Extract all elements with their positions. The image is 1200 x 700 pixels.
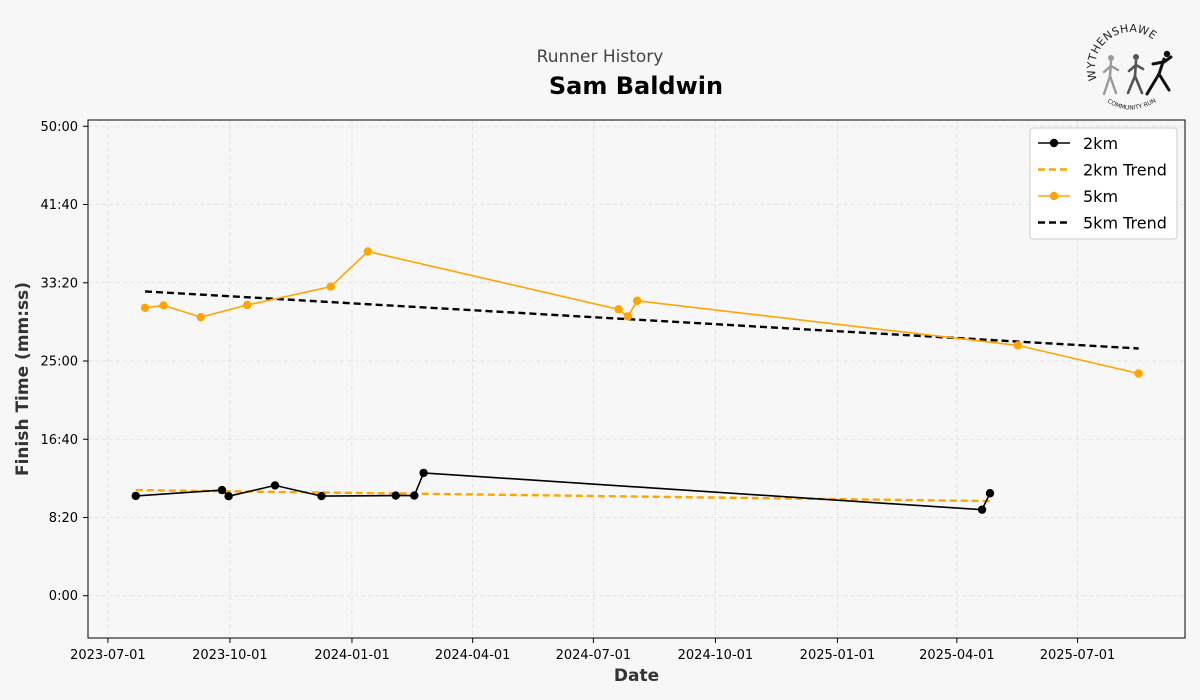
x-axis-label: Date xyxy=(614,666,659,686)
chart-suptitle: Runner History xyxy=(536,47,664,67)
5km-point xyxy=(363,247,373,256)
2km-trend-line xyxy=(135,488,991,503)
5km-point xyxy=(632,296,642,305)
series-5km xyxy=(140,247,1143,378)
2km-point xyxy=(317,491,326,501)
y-tick-label: 41:40 xyxy=(41,198,78,213)
grid-lines xyxy=(88,120,1185,638)
legend-marker xyxy=(1049,191,1059,201)
5km-line xyxy=(144,250,1139,375)
2km-point xyxy=(217,485,227,495)
plot-area xyxy=(87,119,1186,639)
runner-figures-icon xyxy=(1102,50,1173,96)
5km-point xyxy=(623,312,633,321)
legend-label: 2km xyxy=(1083,134,1118,153)
2km-point xyxy=(270,481,280,490)
5km-point xyxy=(140,303,150,312)
legend-label: 2km Trend xyxy=(1083,161,1167,180)
5km-point xyxy=(159,301,168,310)
5km-point xyxy=(196,312,205,322)
y-tick-label: 16:40 xyxy=(41,433,78,448)
x-tick-label: 2025-01-01 xyxy=(800,648,876,663)
legend-label: 5km xyxy=(1083,187,1118,206)
5km-point xyxy=(1134,369,1143,378)
series-2km-trend xyxy=(135,488,991,503)
x-tick-label: 2024-07-01 xyxy=(556,648,632,663)
5km-point xyxy=(326,282,335,291)
legend-item-2km-trend: 2km Trend xyxy=(1038,161,1167,180)
series-layer xyxy=(131,247,1143,514)
legend-box xyxy=(1029,127,1178,240)
5km-point xyxy=(1013,341,1023,350)
y-tick-label: 50:00 xyxy=(41,120,78,135)
y-tick-label: 8:20 xyxy=(49,511,78,526)
5km-trend-line xyxy=(144,290,1139,350)
chart-title: Sam Baldwin xyxy=(548,72,724,100)
axis-ticks: 2023-07-01 2023-10-01 2024-01-01 2024-04-01… xyxy=(41,120,1116,663)
y-tick-label: 25:00 xyxy=(41,355,78,370)
2km-point xyxy=(985,489,995,498)
y-tick-label: 0:00 xyxy=(49,589,78,604)
x-tick-label: 2025-04-01 xyxy=(919,648,995,663)
x-tick-label: 2024-10-01 xyxy=(678,648,754,663)
legend-label: 5km Trend xyxy=(1083,214,1167,233)
x-tick-label: 2024-04-01 xyxy=(435,648,511,663)
2km-point xyxy=(391,491,400,500)
x-tick-label: 2023-10-01 xyxy=(192,648,268,663)
x-tick-label: 2025-07-01 xyxy=(1040,648,1116,663)
x-tick-label: 2023-07-01 xyxy=(70,648,146,663)
legend-item-5km: 5km xyxy=(1038,187,1118,206)
2km-point xyxy=(977,505,987,514)
2km-point xyxy=(224,492,233,501)
club-logo: WYTHENSHAWE COMMUNITY RUN xyxy=(1085,24,1173,112)
series-5km-trend xyxy=(144,290,1139,350)
legend-item-5km-trend: 5km Trend xyxy=(1038,214,1167,233)
2km-point xyxy=(131,491,140,501)
5km-point xyxy=(614,305,623,314)
legend: 2km 2km Trend 5km 5km Trend xyxy=(1029,127,1178,240)
x-tick-label: 2024-01-01 xyxy=(314,648,390,663)
legend-item-2km: 2km xyxy=(1038,134,1118,153)
5km-point xyxy=(242,300,252,310)
legend-marker xyxy=(1049,138,1059,148)
y-tick-label: 33:20 xyxy=(41,276,78,291)
series-2km xyxy=(131,468,995,514)
2km-line xyxy=(135,472,991,511)
y-axis-label: Finish Time (mm:ss) xyxy=(13,282,33,476)
2km-point xyxy=(410,491,419,500)
2km-point xyxy=(419,468,428,478)
